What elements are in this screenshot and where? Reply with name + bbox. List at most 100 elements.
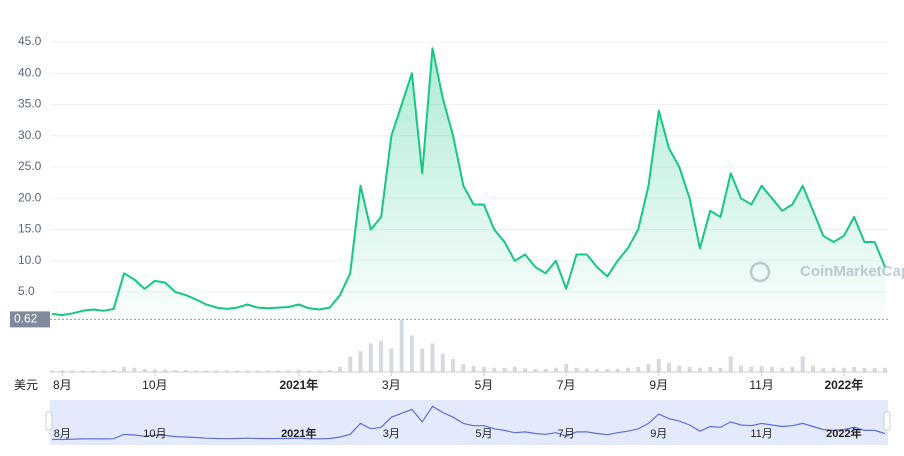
volume-bar	[533, 368, 538, 372]
volume-bar	[862, 367, 867, 372]
nav-tick-label: 5月	[475, 428, 492, 440]
nav-tick-label: 7月	[558, 428, 575, 440]
volume-bar	[152, 369, 157, 372]
nav-tick-label: 2022年	[826, 426, 861, 440]
volume-bar	[636, 366, 641, 372]
y-tick-label: 5.0	[18, 284, 35, 298]
volume-bar	[769, 366, 774, 372]
volume-bar	[677, 365, 682, 372]
y-tick-label: 40.0	[18, 65, 42, 79]
nav-tick-label: 8月	[54, 428, 71, 440]
volume-bar	[852, 366, 857, 372]
volume-bar	[841, 367, 846, 372]
volume-bar	[811, 365, 816, 372]
volume-bar	[502, 367, 507, 372]
y-tick-label: 30.0	[18, 128, 42, 142]
nav-line	[51, 405, 886, 441]
x-tick-label: 7月	[557, 378, 576, 392]
nav-handle[interactable]	[883, 411, 891, 431]
x-tick-label: 5月	[475, 378, 494, 392]
volume-bar	[91, 370, 96, 372]
volume-bar	[667, 362, 672, 372]
volume-bar	[800, 356, 805, 372]
volume-bar	[368, 343, 373, 372]
volume-bar	[615, 368, 620, 372]
volume-bar	[224, 370, 229, 372]
volume-bar	[235, 370, 240, 372]
volume-bar	[173, 369, 178, 372]
x-tick-label: 3月	[382, 378, 401, 392]
volume-bar	[111, 369, 116, 372]
volume-bar	[307, 370, 312, 372]
volume-bar	[584, 368, 589, 372]
volume-bar	[831, 367, 836, 372]
volume-bar	[728, 356, 733, 372]
volume-bar	[440, 353, 445, 372]
volume-bar	[687, 366, 692, 372]
volume-bar	[471, 365, 476, 372]
volume-bar	[697, 367, 702, 372]
volume-bar	[872, 367, 877, 372]
volume-bar	[163, 369, 168, 372]
volume-bar	[337, 366, 342, 372]
volume-bar	[214, 370, 219, 372]
volume-bar	[409, 335, 414, 372]
volume-bar	[183, 369, 188, 372]
volume-bar	[461, 364, 466, 372]
x-tick-label: 2021年	[279, 377, 318, 392]
x-tick-label: 11月	[749, 378, 773, 392]
volume-bar	[265, 370, 270, 372]
volume-bar	[749, 366, 754, 372]
volume-bar	[121, 366, 126, 372]
x-tick-label: 8月	[53, 378, 72, 392]
volume-bar	[492, 367, 497, 372]
y-tick-label: 25.0	[18, 159, 42, 173]
nav-tick-label: 2021年	[281, 426, 316, 440]
nav-tick-label: 9月	[650, 428, 667, 440]
volume-bar	[420, 348, 425, 372]
volume-bar	[574, 367, 579, 372]
volume-bar	[595, 368, 600, 372]
volume-bar	[739, 365, 744, 372]
volume-bar	[564, 364, 569, 372]
volume-bar	[132, 367, 137, 372]
y-tick-label: 15.0	[18, 222, 42, 236]
nav-tick-label: 10月	[143, 428, 166, 440]
volume-bar	[348, 356, 353, 372]
volume-bar	[142, 368, 147, 372]
volume-bar	[50, 370, 54, 372]
currency-label: 美元	[14, 378, 38, 392]
volume-bar	[255, 370, 260, 372]
y-tick-label: 35.0	[18, 97, 42, 111]
y-tick-label: 20.0	[18, 190, 42, 204]
y-tick-label: 10.0	[18, 253, 42, 267]
volume-bar	[780, 367, 785, 372]
volume-bar	[204, 370, 209, 372]
volume-bar	[399, 320, 404, 372]
area	[52, 48, 885, 320]
volume-bar	[605, 368, 610, 372]
x-tick-label: 9月	[649, 378, 668, 392]
volume-bar	[358, 351, 363, 372]
volume-bar	[389, 348, 394, 372]
nav-tick-label: 11月	[750, 428, 772, 440]
volume-bar	[276, 370, 281, 372]
volume-bar	[101, 370, 106, 372]
baseline-box	[10, 311, 50, 328]
volume-bar	[708, 366, 713, 372]
x-tick-label: 10月	[142, 378, 167, 392]
volume-bar	[296, 369, 301, 372]
baseline-label: 0.62	[14, 312, 38, 326]
volume-bar	[625, 367, 630, 372]
volume-bar	[451, 359, 456, 372]
y-tick-label: 45.0	[18, 34, 42, 48]
nav-handle[interactable]	[45, 411, 53, 431]
volume-bar	[317, 370, 322, 372]
volume-bar	[718, 367, 723, 372]
volume-bar	[70, 370, 75, 372]
volume-bar	[759, 365, 764, 372]
volume-bar	[193, 370, 198, 372]
volume-bar	[430, 343, 435, 372]
volume-bar	[553, 367, 558, 372]
